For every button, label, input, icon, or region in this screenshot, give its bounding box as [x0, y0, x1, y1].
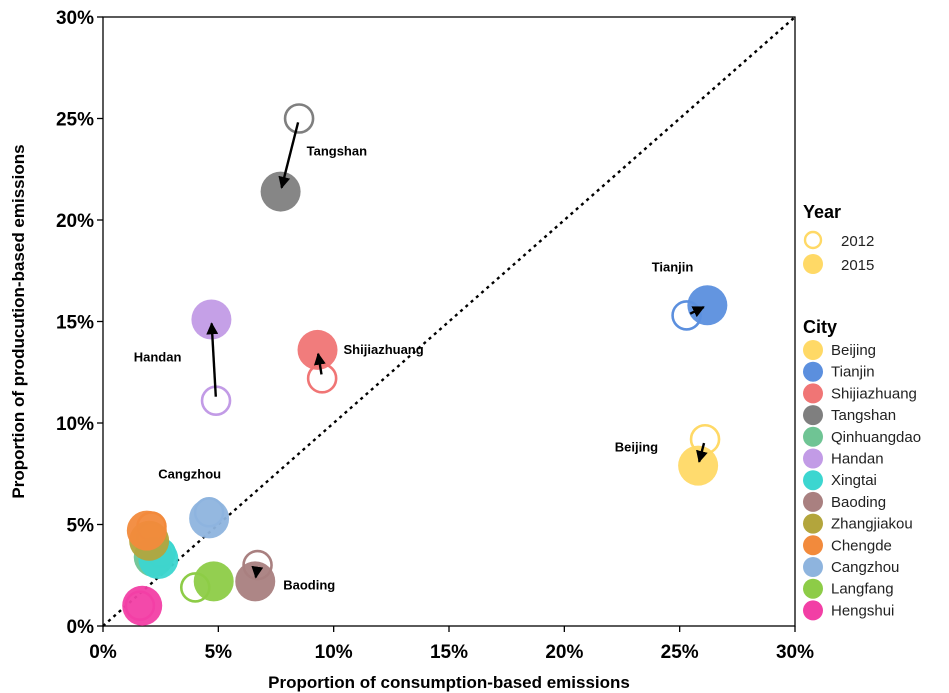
x-tick-label: 25%	[661, 642, 699, 663]
city-legend-swatch-langfang	[803, 578, 823, 599]
y-tick-label: 0%	[67, 617, 95, 638]
point-2015-cangzhou	[189, 498, 230, 539]
city-legend-label-shijiazhuang: Shijiazhuang	[831, 385, 917, 402]
x-tick-label: 15%	[430, 642, 468, 663]
point-2015-handan	[191, 299, 232, 340]
point-2015-langfang	[193, 561, 234, 602]
y-tick-label: 15%	[56, 313, 94, 334]
city-legend-swatch-handan	[803, 448, 823, 469]
city-legend-swatch-zhangjiakou	[803, 513, 823, 534]
x-tick-label: 10%	[315, 642, 353, 663]
city-label-shijiazhuang: Shijiazhuang	[344, 342, 424, 357]
arrow-shijiazhuang	[313, 352, 326, 375]
city-legend-swatch-cangzhou	[803, 557, 823, 577]
y-tick-label: 10%	[56, 414, 94, 435]
point-2015-tangshan	[260, 171, 301, 212]
x-tick-label: 30%	[776, 642, 814, 663]
arrow-baoding	[251, 565, 264, 579]
city-legend-label-tianjin: Tianjin	[831, 364, 875, 381]
city-legend-swatch-tangshan	[803, 405, 823, 426]
year-legend-swatch-filled	[803, 254, 823, 274]
city-legend-title: City	[803, 317, 837, 337]
city-label-tianjin: Tianjin	[652, 259, 694, 274]
point-2015-tianjin	[687, 285, 728, 326]
point-2015-hengshui	[122, 585, 163, 626]
city-legend-label-chengde: Chengde	[831, 537, 892, 554]
point-2015-shijiazhuang	[297, 329, 338, 370]
y-tick-label: 20%	[56, 211, 94, 232]
city-legend-label-cangzhou: Cangzhou	[831, 559, 899, 576]
city-legend-swatch-chengde	[803, 535, 823, 556]
city-label-cangzhou: Cangzhou	[158, 466, 221, 481]
y-tick-label: 25%	[56, 110, 94, 131]
city-legend-label-beijing: Beijing	[831, 342, 876, 359]
arrow-tangshan	[278, 122, 300, 189]
city-legend-label-tangshan: Tangshan	[831, 407, 896, 424]
city-legend-label-handan: Handan	[831, 451, 884, 468]
city-legend-swatch-beijing	[803, 340, 823, 360]
arrow-tianjin	[689, 305, 705, 318]
point-2012-tangshan	[283, 103, 315, 134]
city-legend-swatch-baoding	[803, 491, 823, 512]
point-2015-baoding	[235, 561, 276, 602]
y-axis-title: Proportion of producution-based emission…	[9, 144, 28, 498]
city-legend-swatch-xingtai	[803, 470, 823, 491]
city-label-handan: Handan	[134, 349, 182, 364]
arrow-handan	[206, 322, 219, 397]
city-legend-label-zhangjiakou: Zhangjiakou	[831, 516, 913, 533]
y-tick-label: 30%	[56, 8, 94, 29]
point-2015-chengde	[126, 510, 167, 551]
city-legend-swatch-qinhuangdao	[803, 426, 823, 447]
city-legend-swatch-shijiazhuang	[803, 383, 823, 404]
y-tick-label: 5%	[67, 516, 95, 537]
city-legend-swatch-hengshui	[803, 600, 823, 621]
x-tick-label: 20%	[545, 642, 583, 663]
city-legend-label-xingtai: Xingtai	[831, 472, 877, 489]
city-legend-label-langfang: Langfang	[831, 581, 894, 598]
year-legend-label: 2015	[841, 257, 874, 274]
x-tick-label: 5%	[205, 642, 233, 663]
year-legend-title: Year	[803, 202, 841, 222]
city-legend-label-hengshui: Hengshui	[831, 602, 894, 619]
x-tick-label: 0%	[89, 642, 117, 663]
city-label-baoding: Baoding	[283, 577, 335, 592]
city-label-tangshan: Tangshan	[307, 144, 367, 159]
arrow-beijing	[696, 442, 708, 463]
city-legend-swatch-tianjin	[803, 361, 823, 382]
city-legend-label-baoding: Baoding	[831, 494, 886, 511]
city-legend-label-qinhuangdao: Qinhuangdao	[831, 429, 921, 446]
year-legend-label: 2012	[841, 233, 874, 250]
point-2015-beijing	[678, 445, 719, 486]
city-label-beijing: Beijing	[615, 440, 658, 455]
x-axis-title: Proportion of consumption-based emission…	[268, 673, 630, 692]
year-legend-swatch-hollow	[803, 230, 823, 250]
